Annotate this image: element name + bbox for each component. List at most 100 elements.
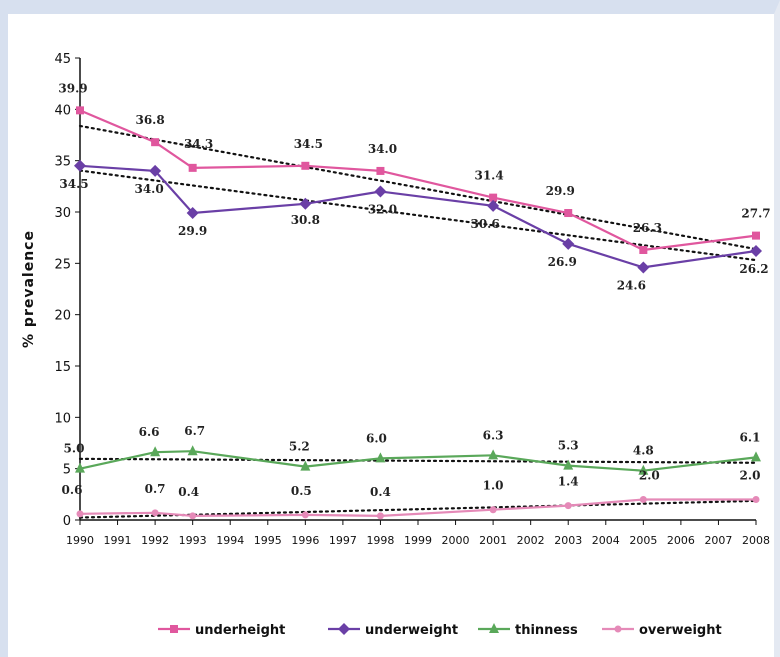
data-label-overweight: 0.5 [291, 484, 312, 498]
data-point-overweight [301, 511, 309, 519]
data-label-underheight: 31.4 [474, 169, 503, 183]
x-tick-label: 2007 [704, 534, 732, 547]
data-label-underheight: 26.3 [633, 221, 662, 235]
x-tick-label: 1994 [216, 534, 244, 547]
data-point-underheight [489, 193, 498, 202]
data-label-underheight: 36.8 [135, 113, 164, 127]
y-tick-label: 35 [54, 155, 71, 170]
data-label-thinness: 6.1 [740, 430, 761, 444]
x-tick-label: 2004 [592, 534, 620, 547]
data-label-overweight: 0.4 [370, 485, 391, 499]
x-tick-label: 1999 [404, 534, 432, 547]
data-point-underweight [374, 185, 387, 198]
data-label-thinness: 5.3 [558, 439, 579, 453]
legend-label-thinness: thinness [515, 623, 578, 638]
x-tick-label: 2008 [742, 534, 770, 547]
data-point-thinness [75, 462, 85, 473]
x-tick-label: 1991 [104, 534, 132, 547]
data-label-overweight: 2.0 [740, 468, 761, 482]
y-tick-label: 45 [54, 52, 71, 67]
y-tick-labels: 0 5 10 15 20 25 30 35 40 45 [54, 52, 71, 529]
x-tick-label: 1996 [291, 534, 319, 547]
legend-marker-thinness [489, 623, 499, 633]
data-point-underweight [186, 207, 199, 220]
data-point-thinness [375, 452, 386, 463]
data-point-underheight [76, 106, 84, 115]
data-label-underheight: 34.3 [184, 137, 213, 151]
data-point-underheight [301, 161, 310, 170]
data-point-underweight [299, 197, 312, 210]
data-label-thinness: 5.0 [64, 442, 85, 456]
data-label-overweight: 1.0 [483, 479, 504, 493]
data-point-underheight [376, 166, 385, 175]
data-point-underheight [639, 245, 648, 254]
data-label-underweight: 30.8 [291, 213, 320, 227]
y-tick-label: 30 [54, 206, 71, 221]
data-label-overweight: 2.0 [639, 468, 660, 482]
y-tick-label: 15 [54, 360, 71, 375]
data-label-underweight: 24.6 [617, 278, 646, 292]
x-tick-label: 2006 [667, 534, 695, 547]
legend-label-underweight: underweight [365, 623, 458, 638]
data-point-underheight [188, 163, 197, 172]
trend-line-overweight [78, 499, 758, 519]
series-markers [74, 106, 762, 520]
x-tick-label: 2001 [479, 534, 507, 547]
data-labels: 39.9 36.8 34.3 34.5 34.0 31.4 29.9 26.3 27.7 34.5… [58, 81, 770, 499]
data-point-underheight [752, 231, 760, 240]
y-tick-label: 10 [54, 411, 71, 426]
data-label-thinness: 6.7 [184, 424, 205, 438]
data-point-overweight [752, 495, 760, 503]
x-tick-label: 1993 [179, 534, 207, 547]
data-point-thinness [187, 445, 198, 456]
data-label-thinness: 6.0 [366, 431, 387, 445]
data-label-underweight: 34.0 [134, 182, 163, 196]
legend: underheight underweight thinness overweight [158, 623, 722, 638]
series-line-underweight [79, 164, 757, 269]
data-label-underweight: 29.9 [178, 224, 207, 238]
data-label-underheight: 34.5 [294, 137, 323, 151]
data-point-underweight [74, 159, 86, 172]
legend-marker-underheight [170, 625, 178, 633]
x-tick-label: 1992 [141, 534, 169, 547]
data-point-thinness [150, 446, 161, 457]
x-tick-label: 1995 [254, 534, 282, 547]
data-point-overweight [189, 512, 197, 520]
data-point-overweight [489, 506, 497, 514]
data-label-overweight: 0.4 [178, 485, 199, 499]
x-tick-label: 2003 [554, 534, 582, 547]
data-label-underweight: 32.0 [368, 202, 397, 216]
y-tick-label: 20 [54, 309, 71, 324]
axes [75, 57, 757, 525]
legend-label-underheight: underheight [195, 623, 285, 638]
y-tick-label: 5 [63, 463, 71, 478]
x-tick-label: 2005 [629, 534, 657, 547]
data-label-overweight: 0.7 [145, 482, 166, 496]
x-tick-labels: 1990 1991 1992 1993 1994 1995 1996 1997 1998 1999… [66, 534, 770, 547]
series-lines [79, 109, 757, 518]
data-point-thinness [751, 451, 761, 462]
data-label-underweight: 26.2 [739, 262, 768, 276]
trend-line-underweight [78, 169, 758, 262]
data-label-overweight: 1.4 [558, 475, 579, 489]
data-label-underweight: 34.5 [59, 177, 88, 191]
x-tick-label: 2000 [442, 534, 470, 547]
series-line-overweight [79, 498, 756, 518]
x-tick-label: 1998 [366, 534, 394, 547]
data-label-overweight: 0.6 [62, 483, 83, 497]
data-point-underweight [562, 237, 575, 250]
data-point-underweight [637, 261, 650, 274]
y-tick-label: 25 [54, 257, 71, 272]
trend-lines [78, 124, 758, 519]
data-label-thinness: 6.6 [139, 425, 160, 439]
data-point-overweight [76, 510, 84, 518]
x-tick-label: 1990 [66, 534, 94, 547]
data-point-underweight [750, 245, 762, 258]
data-point-underheight [151, 138, 160, 147]
trend-line-thinness [78, 457, 758, 464]
data-point-thinness [488, 449, 499, 460]
data-label-underweight: 26.9 [548, 255, 577, 269]
data-label-underweight: 30.6 [470, 217, 499, 231]
